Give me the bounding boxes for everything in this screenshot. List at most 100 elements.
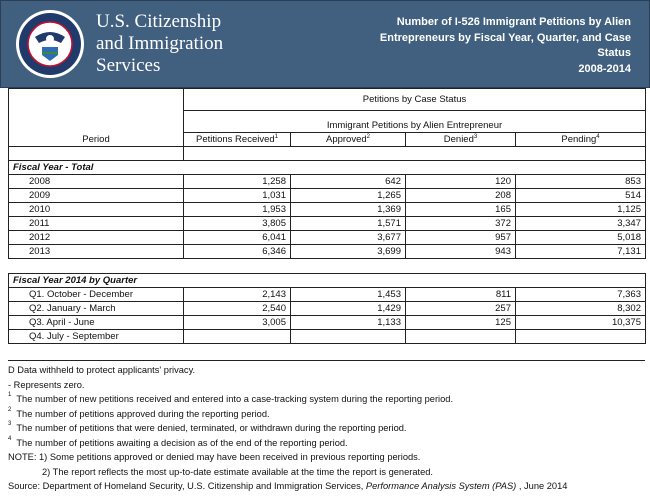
value-cell: 943 xyxy=(405,244,516,259)
period-cell: Q3. April - June xyxy=(8,315,184,330)
column-header: Petitions Received1 xyxy=(183,132,291,147)
footnote-mark: 1 xyxy=(8,392,12,398)
section-fy2014-quarter: Fiscal Year 2014 by Quarter xyxy=(8,273,646,288)
title-line: Status xyxy=(597,47,631,59)
value-cell: 3,005 xyxy=(183,315,291,330)
footnote: 3 The number of petitions that were deni… xyxy=(8,421,648,436)
value-cell: 1,953 xyxy=(183,202,291,217)
value-cell: 1,571 xyxy=(290,216,406,231)
value-cell: 1,258 xyxy=(183,174,291,189)
value-cell: 642 xyxy=(290,174,406,189)
value-cell xyxy=(183,329,291,344)
column-label: Petitions Received xyxy=(195,133,275,145)
period-header: Period xyxy=(8,88,184,147)
spacer-row xyxy=(8,258,646,274)
table-row: 2009 1,031 1,265 208 514 xyxy=(8,188,646,203)
value-cell: 8,302 xyxy=(515,301,646,316)
table-row: 2012 6,041 3,677 957 5,018 xyxy=(8,230,646,245)
note-d: D Data withheld to protect applicants' p… xyxy=(8,365,196,375)
column-label: Pending xyxy=(561,133,597,145)
source-system: Performance Analysis System (PAS) xyxy=(365,481,517,491)
note-zero: - Represents zero. xyxy=(8,379,85,390)
value-cell: 6,041 xyxy=(183,230,291,245)
table-row: Q3. April - June 3,005 1,133 125 10,375 xyxy=(8,315,646,330)
value-cell: 6,346 xyxy=(183,244,291,259)
period-cell: 2013 xyxy=(8,244,184,259)
period-cell: 2008 xyxy=(8,174,184,189)
page-header: U.S. Citizenship and Immigration Service… xyxy=(0,0,650,88)
table-row: 2013 6,346 3,699 943 7,131 xyxy=(8,244,646,259)
table-row: Q2. January - March 2,540 1,429 257 8,302 xyxy=(8,301,646,316)
period-cell: Q4. July - September xyxy=(8,329,184,344)
table-row: 2008 1,258 642 120 853 xyxy=(8,174,646,189)
footnote-text: The number of petitions approved during … xyxy=(16,408,270,419)
value-cell: 1,369 xyxy=(290,202,406,217)
period-cell: 2011 xyxy=(8,216,184,231)
value-cell: 1,125 xyxy=(515,202,646,217)
petitions-table: Period Petitions by Case Status Immigran… xyxy=(8,88,646,344)
footnote-mark: 2 xyxy=(8,406,12,413)
footnote-mark: 4 xyxy=(596,133,600,140)
footnote: 2 The number of petitions approved durin… xyxy=(8,407,648,422)
value-cell: 3,805 xyxy=(183,216,291,231)
value-cell: 1,453 xyxy=(290,287,406,302)
value-cell: 1,429 xyxy=(290,301,406,316)
column-header: Pending4 xyxy=(515,132,646,147)
table-row: Q4. July - September xyxy=(8,329,646,344)
value-cell: 811 xyxy=(405,287,516,302)
value-cell: 853 xyxy=(515,174,646,189)
agency-line: and Immigration xyxy=(96,33,224,54)
period-cell: 2010 xyxy=(8,202,184,217)
value-cell: 7,363 xyxy=(515,287,646,302)
agency-line: U.S. Citizenship xyxy=(96,11,222,32)
title-line: 2008-2014 xyxy=(578,62,631,75)
period-cell: 2012 xyxy=(8,230,184,245)
value-cell xyxy=(290,329,406,344)
value-cell: 1,031 xyxy=(183,188,291,203)
divider xyxy=(8,360,645,361)
footnote-text: The number of new petitions received and… xyxy=(16,394,454,404)
dhs-seal-icon xyxy=(16,10,84,78)
note-1: NOTE: 1) Some petitions approved or deni… xyxy=(8,452,421,462)
period-cell: Q2. January - March xyxy=(8,301,184,316)
table-row: 2011 3,805 1,571 372 3,347 xyxy=(8,216,646,231)
section-fiscal-year-total: Fiscal Year - Total xyxy=(8,160,646,175)
group-header: Petitions by Case Status xyxy=(183,88,646,111)
value-cell xyxy=(515,329,646,344)
blank-cell xyxy=(8,146,184,161)
footnote-mark: 3 xyxy=(8,421,12,427)
footnote-mark: 1 xyxy=(274,133,279,140)
value-cell xyxy=(405,329,516,344)
value-cell: 1,265 xyxy=(290,188,406,203)
footnote-mark: 2 xyxy=(366,133,370,140)
value-cell: 957 xyxy=(405,230,516,245)
agency-name: U.S. Citizenship and Immigration Service… xyxy=(96,11,223,77)
source-line: Source: Department of Homeland Security,… xyxy=(8,479,648,494)
value-cell: 2,143 xyxy=(183,287,291,302)
column-header: Denied3 xyxy=(405,132,516,147)
value-cell: 165 xyxy=(405,202,516,217)
table-row: Q1. October - December 2,143 1,453 811 7,363 xyxy=(8,287,646,302)
source-text: Source: Department of Homeland Security,… xyxy=(8,481,366,491)
value-cell: 5,018 xyxy=(515,230,646,245)
value-cell: 125 xyxy=(405,315,516,330)
period-cell: 2009 xyxy=(8,188,184,203)
value-cell: 372 xyxy=(405,216,516,231)
title-line: Number of I-526 Immigrant Petitions by A… xyxy=(396,16,631,28)
value-cell: 257 xyxy=(405,301,516,316)
value-cell: 208 xyxy=(405,188,516,203)
column-label: Approved xyxy=(325,133,367,145)
footnote-mark: 4 xyxy=(8,435,12,442)
footnotes: D Data withheld to protect applicants' p… xyxy=(8,363,648,494)
column-header: Approved2 xyxy=(290,132,406,147)
value-cell: 7,131 xyxy=(515,244,646,259)
period-cell: Q1. October - December xyxy=(8,287,184,302)
value-cell: 10,375 xyxy=(515,315,646,330)
report-title: Number of I-526 Immigrant Petitions by A… xyxy=(341,15,631,77)
footnote: 1 The number of new petitions received a… xyxy=(8,392,648,407)
footnote: 4 The number of petitions awaiting a dec… xyxy=(8,436,648,451)
value-cell: 3,677 xyxy=(290,230,406,245)
column-label: Denied xyxy=(443,133,474,145)
value-cell: 3,699 xyxy=(290,244,406,259)
title-line: Entrepreneurs by Fiscal Year, Quarter, a… xyxy=(379,31,631,44)
